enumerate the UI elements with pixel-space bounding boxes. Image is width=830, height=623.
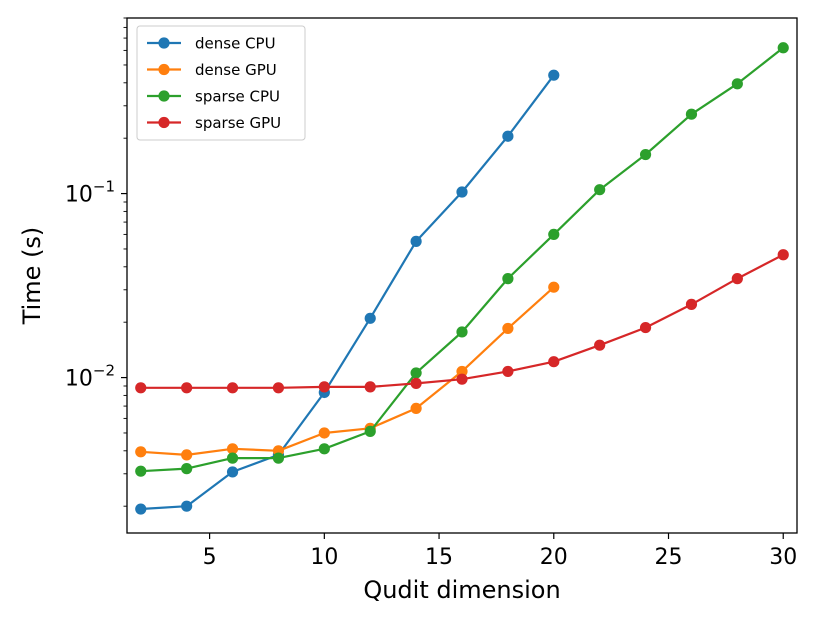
data-point [181, 463, 193, 475]
data-point [685, 108, 698, 120]
legend: dense CPU dense GPU sparse CPU sparse GPU [136, 25, 306, 141]
data-point [410, 235, 422, 247]
data-point [731, 78, 743, 90]
data-point [318, 427, 330, 439]
y-axis-label: Time (s) [18, 227, 46, 326]
series-line [140, 74, 555, 511]
data-point [410, 367, 422, 379]
legend-item: sparse CPU [147, 88, 280, 106]
x-tick-label: 25 [655, 545, 683, 570]
legend-marker [158, 116, 170, 129]
data-point [731, 273, 743, 285]
series-sparse-cpu [135, 42, 789, 477]
legend-label: sparse GPU [195, 114, 281, 132]
legend-item: dense CPU [147, 35, 276, 53]
data-point [181, 382, 193, 394]
data-point [639, 321, 652, 334]
data-point [135, 382, 147, 394]
data-point [548, 228, 560, 241]
data-point [181, 449, 193, 461]
data-point [364, 381, 376, 393]
x-tick-label: 5 [203, 545, 217, 570]
y-tick-label: 10−1 [65, 178, 115, 208]
data-point [410, 377, 422, 389]
data-point [318, 381, 330, 393]
data-point [135, 465, 147, 477]
data-point [272, 452, 285, 464]
x-axis-label: Qudit dimension [363, 576, 560, 604]
x-tick-label: 15 [425, 545, 453, 570]
series-layer [135, 42, 789, 515]
x-tick-label: 10 [310, 545, 338, 570]
data-point [502, 273, 514, 285]
legend-label: sparse CPU [195, 88, 280, 106]
data-point [456, 186, 468, 198]
series-sparse-gpu [135, 249, 789, 394]
x-axis: 5 10 15 20 25 30 [203, 533, 797, 570]
data-point [777, 42, 789, 54]
data-point [639, 148, 652, 161]
legend-label: dense GPU [195, 61, 277, 79]
data-point [594, 184, 606, 196]
data-point [456, 326, 468, 338]
plot-area [126, 17, 798, 534]
data-point [135, 446, 147, 458]
data-point [502, 130, 514, 142]
legend-marker [158, 37, 170, 49]
x-tick-label: 20 [540, 545, 568, 570]
x-tick-label: 30 [769, 545, 797, 570]
legend-marker [158, 63, 170, 76]
data-point [777, 249, 789, 261]
data-point [548, 356, 560, 368]
data-point [456, 373, 468, 385]
data-point [502, 365, 514, 378]
series-dense-gpu [135, 281, 560, 461]
data-point [456, 365, 468, 378]
series-line [140, 286, 555, 456]
data-point [502, 322, 514, 335]
y-tick-label: 10−2 [65, 362, 115, 392]
data-point [318, 443, 330, 455]
data-point [594, 339, 606, 351]
data-point [181, 500, 193, 512]
y-axis: 10−2 10−1 [65, 17, 127, 507]
data-point [685, 298, 698, 310]
data-point [226, 382, 239, 394]
legend-item: sparse GPU [147, 114, 281, 132]
data-point [226, 466, 239, 478]
data-point [272, 382, 285, 394]
plot-frame [126, 17, 798, 534]
legend-label: dense CPU [195, 35, 276, 53]
legend-item: dense GPU [147, 61, 277, 79]
legend-box [136, 25, 306, 141]
data-point [364, 425, 376, 437]
data-point [226, 443, 239, 455]
data-point [135, 503, 147, 515]
data-point [226, 452, 239, 464]
legend-marker [158, 90, 170, 102]
data-point [364, 312, 376, 324]
data-point [548, 69, 560, 81]
data-point [548, 281, 560, 293]
data-point [410, 402, 422, 414]
